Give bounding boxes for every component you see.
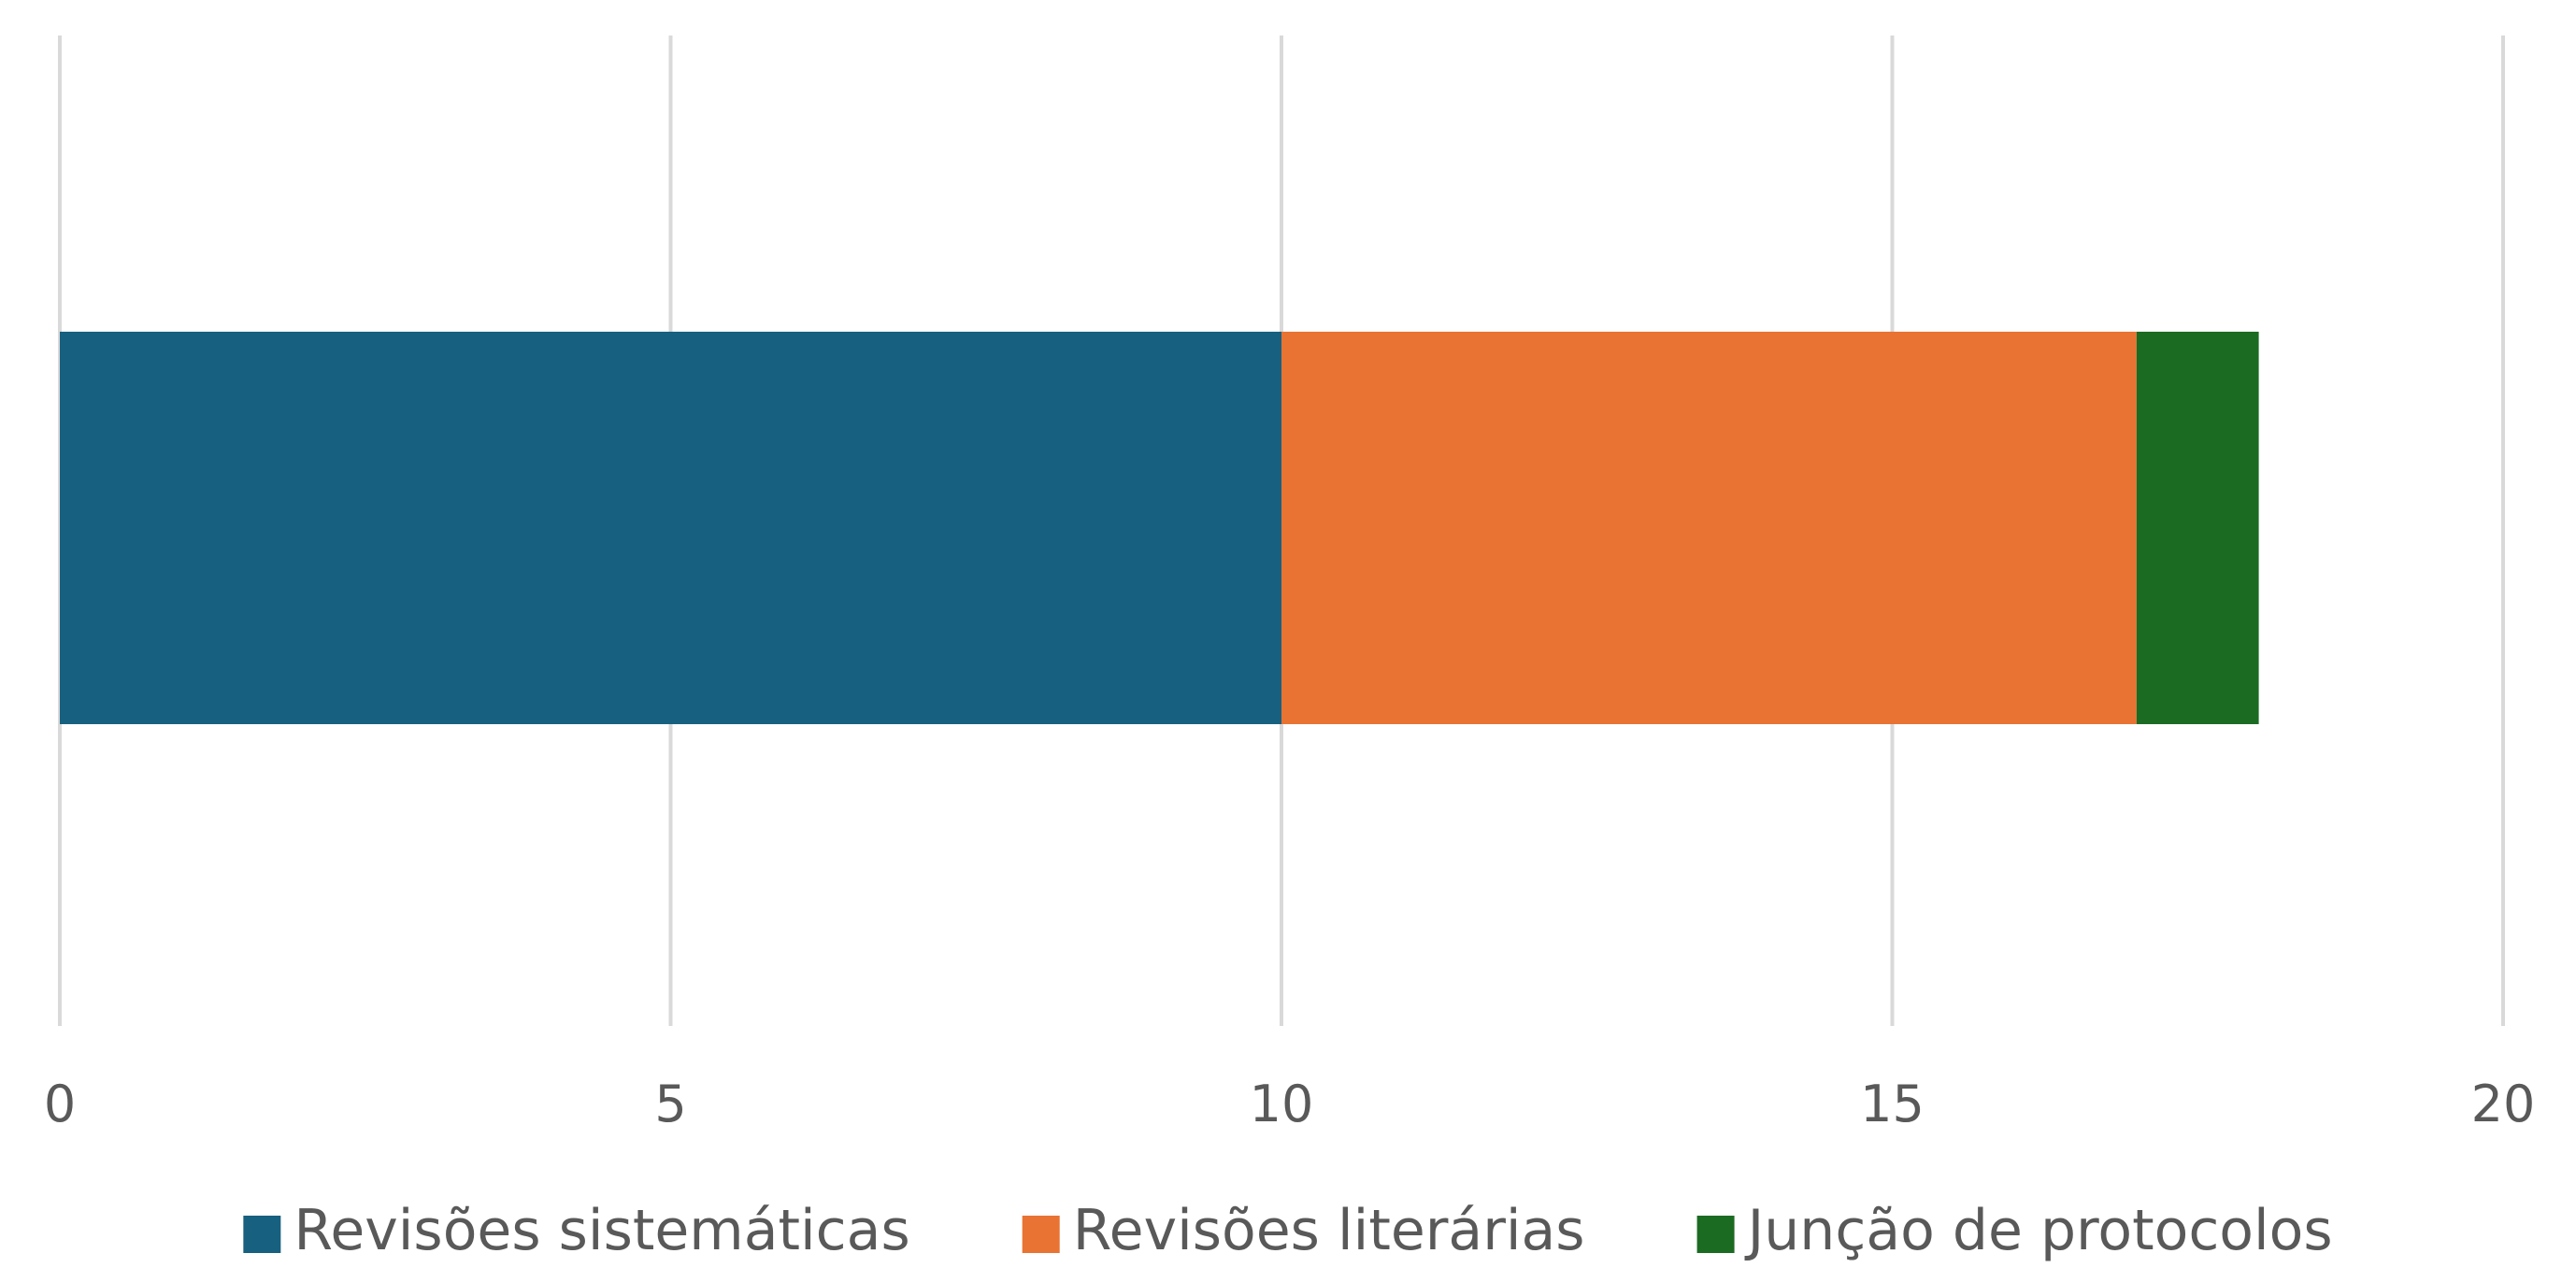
legend-item: Junção de protocolos [1696,1198,2333,1263]
legend-label: Revisões literárias [1073,1198,1585,1263]
x-tick-label: 5 [654,1075,686,1133]
x-tick-label: 20 [2471,1075,2536,1133]
bar-segment [60,332,1281,724]
legend-item: Revisões literárias [1022,1198,1585,1263]
bars [60,332,2259,724]
x-tick-label: 10 [1250,1075,1314,1133]
x-tick-label: 0 [44,1075,76,1133]
legend-swatch [1022,1216,1060,1253]
legend-label: Revisões sistemáticas [293,1198,909,1263]
bar-segment [2136,332,2259,724]
bar-segment [1281,332,2137,724]
legend-swatch [1696,1216,1735,1253]
legend-swatch [243,1216,281,1253]
x-tick-label: 15 [1860,1075,1925,1133]
legend: Revisões sistemáticas Revisões literárias… [243,1198,2333,1263]
x-axis-tick-labels: 0 5 10 15 20 [44,1075,2536,1133]
legend-label: Junção de protocolos [1744,1198,2333,1263]
legend-item: Revisões sistemáticas [243,1198,910,1263]
